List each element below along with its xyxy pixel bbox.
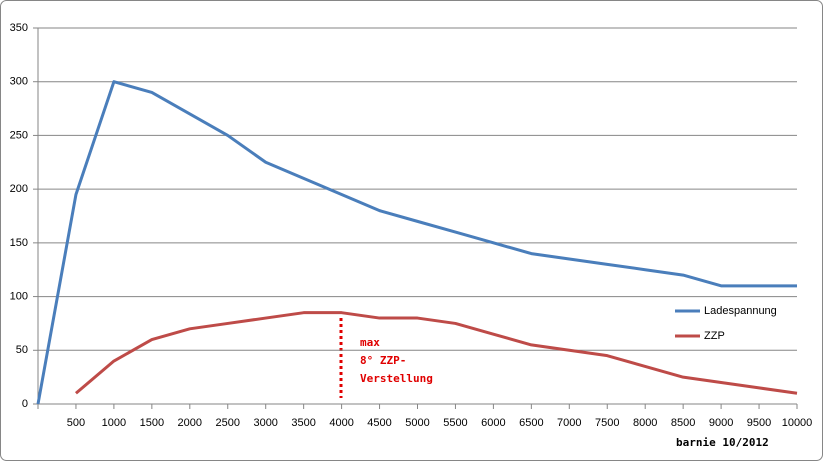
y-tick-label: 350 xyxy=(10,22,28,34)
y-tick-label: 50 xyxy=(16,344,28,356)
legend-label: Ladespannung xyxy=(704,305,777,317)
x-tick-label: 500 xyxy=(67,417,85,429)
x-tick-label: 8000 xyxy=(633,417,657,429)
x-tick-label: 2500 xyxy=(216,417,240,429)
annotation: Verstellung xyxy=(360,372,433,385)
x-tick-label: 5500 xyxy=(443,417,467,429)
x-tick-label: 5000 xyxy=(405,417,429,429)
x-tick-label: 6000 xyxy=(481,417,505,429)
series-line xyxy=(36,80,797,405)
x-tick-label: 1500 xyxy=(140,417,164,429)
y-tick-label: 0 xyxy=(22,398,28,410)
x-tick-label: 9500 xyxy=(747,417,771,429)
y-tick-label: 200 xyxy=(10,183,28,195)
x-tick-label: 7500 xyxy=(595,417,619,429)
plot-area: 0 50 100 150 200 250 300 350 500 1000 1500 2000 2500… xyxy=(10,22,813,429)
x-tick-label: 9000 xyxy=(709,417,733,429)
y-tick-label: 300 xyxy=(10,76,28,88)
y-tick-label: 100 xyxy=(10,290,28,302)
x-tick-label: 6500 xyxy=(519,417,543,429)
x-tick-label: 4500 xyxy=(367,417,391,429)
x-tick-label: 7000 xyxy=(557,417,581,429)
x-tick-label: 3000 xyxy=(253,417,277,429)
annotation: max xyxy=(360,336,380,349)
y-tick-label: 250 xyxy=(10,129,28,141)
x-tick-label: 2000 xyxy=(178,417,202,429)
annotation: 8° ZZP- xyxy=(360,354,406,367)
y-tick-label: 150 xyxy=(10,237,28,249)
x-tick-label: 4000 xyxy=(329,417,353,429)
x-tick-label: 10000 xyxy=(782,417,813,429)
x-tick-label: 1000 xyxy=(102,417,126,429)
legend-label: ZZP xyxy=(704,330,725,342)
x-tick-label: 8500 xyxy=(671,417,695,429)
series-line xyxy=(74,311,798,395)
x-tick-label: 3500 xyxy=(291,417,315,429)
footer: barnie 10/2012 xyxy=(676,436,769,449)
